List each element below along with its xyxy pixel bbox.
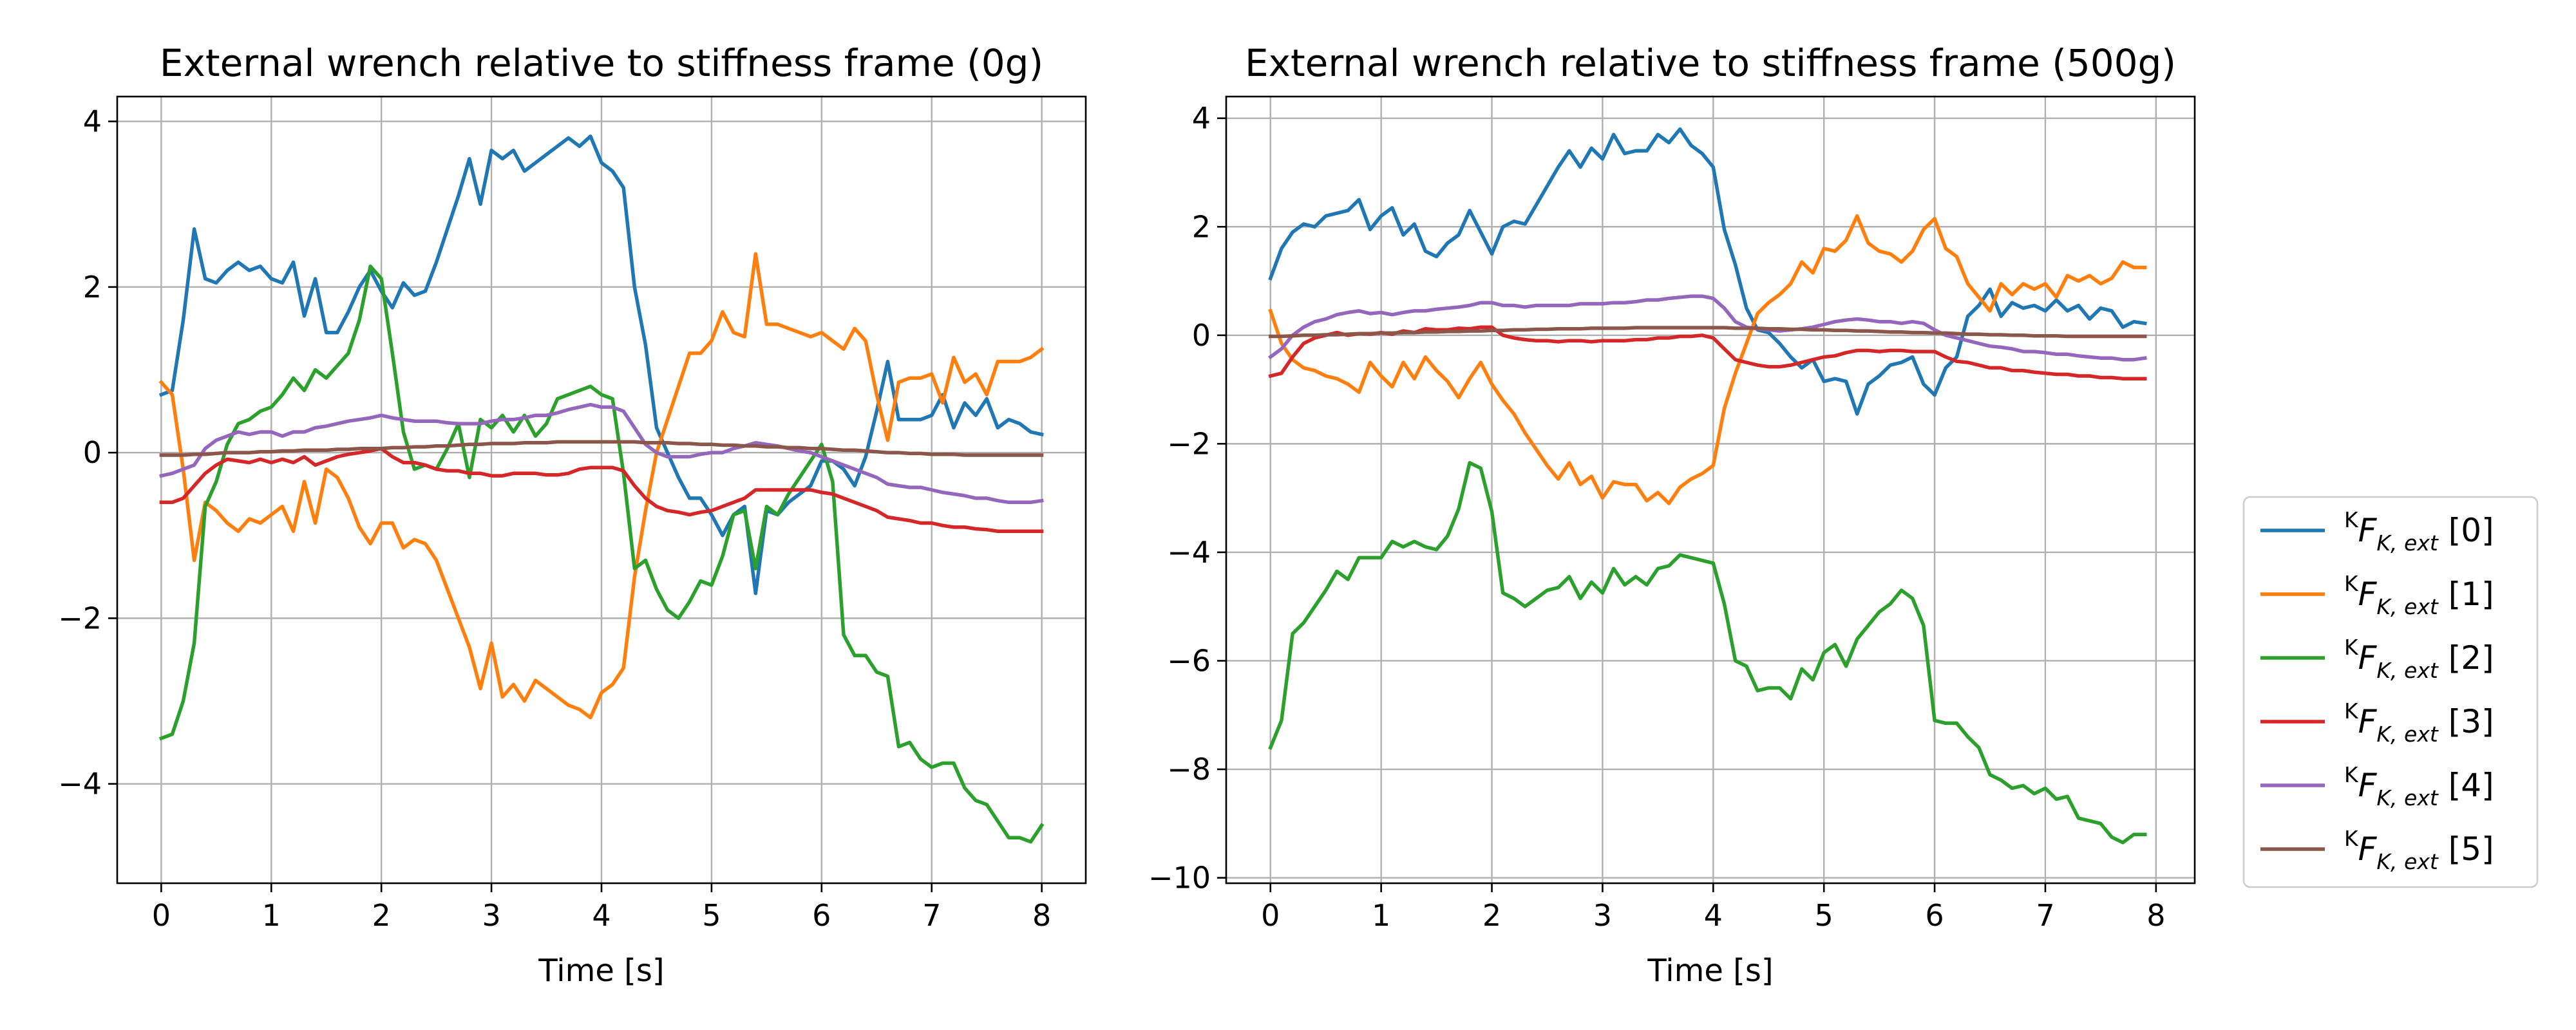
chart-title: External wrench relative to stiffness fr… xyxy=(1245,41,2176,85)
x-tick-label: 1 xyxy=(1372,898,1390,933)
chart-right: 0 1 2 3 4 5 6 7 8 −10 −8 −6 −4 −2 0 2 4 External wrench r… xyxy=(1148,41,2196,989)
x-tick-label: 7 xyxy=(2036,898,2054,933)
legend-entry-3: KFK, ext [3] xyxy=(2344,698,2494,747)
legend-symbol-sup: K xyxy=(2344,507,2359,532)
legend-symbol-sub: K, ext xyxy=(2376,722,2438,747)
legend-symbol-sup: K xyxy=(2344,698,2359,724)
legend-symbol-sub: K, ext xyxy=(2376,658,2438,683)
y-tick-label: 4 xyxy=(1192,101,1211,136)
x-tick-label: 4 xyxy=(592,898,611,933)
x-tick-label: 8 xyxy=(1032,898,1051,933)
legend-symbol-main: F xyxy=(2358,639,2378,677)
legend: KFK, ext [0]KFK, ext [1]KFK, ext [2]KFK, ex… xyxy=(2242,496,2539,888)
chart-left: 0 1 2 3 4 5 6 7 8 −4 −2 0 2 4 External wrench relative… xyxy=(58,41,1087,989)
series-line-5 xyxy=(159,440,1044,457)
series-line-5 xyxy=(1269,326,2147,339)
x-tick-label: 3 xyxy=(482,898,500,933)
x-tick-label: 6 xyxy=(1925,898,1944,933)
y-tick-label: −2 xyxy=(58,601,102,635)
legend-symbol-main: F xyxy=(2358,767,2378,804)
legend-entry-label: [5] xyxy=(2448,830,2494,868)
legend-entry-2: KFK, ext [2] xyxy=(2344,635,2494,683)
series-line-2 xyxy=(158,264,1045,844)
legend-symbol-main: F xyxy=(2358,576,2378,613)
legend-entry-5: KFK, ext [5] xyxy=(2344,826,2494,874)
x-tick-label: 4 xyxy=(1704,898,1723,933)
x-tick-label: 5 xyxy=(702,898,721,933)
axes-frame xyxy=(1225,95,2196,885)
y-tick-label: −10 xyxy=(1148,861,1211,895)
legend-entry-0: KFK, ext [0] xyxy=(2344,507,2494,556)
legend-entry-label: [2] xyxy=(2448,639,2494,677)
series-line-4 xyxy=(159,402,1044,505)
y-tick-label: −2 xyxy=(1167,426,1211,461)
legend-entry-label: [3] xyxy=(2448,703,2494,740)
x-tick-label: 0 xyxy=(1261,898,1280,933)
y-tick-label: −4 xyxy=(1167,535,1211,570)
y-tick-label: −8 xyxy=(1167,752,1211,787)
series-line-1 xyxy=(1268,214,2147,505)
x-tick-label: 2 xyxy=(372,898,391,933)
x-tick-label: 8 xyxy=(2146,898,2165,933)
y-tick-label: −4 xyxy=(58,767,102,801)
x-tick-label: 6 xyxy=(812,898,831,933)
x-tick-label: 2 xyxy=(1482,898,1501,933)
y-tick-label: 4 xyxy=(83,104,102,139)
legend-entry-label: [0] xyxy=(2448,512,2494,549)
x-tick-label: 0 xyxy=(152,898,171,933)
x-tick-label: 5 xyxy=(1815,898,1833,933)
y-tick-label: 0 xyxy=(1192,318,1211,353)
legend-symbol-sup: K xyxy=(2344,635,2359,660)
series-line-2 xyxy=(1268,461,2147,845)
legend-symbol-main: F xyxy=(2358,512,2378,549)
legend-symbol-sup: K xyxy=(2344,762,2359,787)
legend-entry-label: [1] xyxy=(2448,576,2494,613)
series-group xyxy=(158,134,1045,844)
legend-symbol-sup: K xyxy=(2344,571,2359,596)
y-tick-label: −6 xyxy=(1167,643,1211,678)
x-axis-label: Time [s] xyxy=(1647,953,1773,989)
legend-symbol-sub: K, ext xyxy=(2376,849,2438,874)
plot-area xyxy=(1226,97,2195,883)
legend-symbol-sub: K, ext xyxy=(2376,785,2438,810)
legend-entry-label: [4] xyxy=(2448,767,2494,804)
series-line-1 xyxy=(158,252,1045,720)
legend-symbol-sub: K, ext xyxy=(2376,594,2438,619)
legend-symbol-sub: K, ext xyxy=(2376,530,2438,556)
legend-symbol-sup: K xyxy=(2344,826,2359,851)
x-tick-label: 7 xyxy=(922,898,941,933)
legend-entry-1: KFK, ext [1] xyxy=(2344,571,2494,619)
x-axis-label: Time [s] xyxy=(538,953,664,989)
series-line-4 xyxy=(1267,294,2147,362)
y-tick-label: 2 xyxy=(1192,209,1211,244)
x-tick-label: 1 xyxy=(262,898,281,933)
y-tick-label: 2 xyxy=(83,270,102,304)
series-group xyxy=(1267,127,2147,845)
y-tick-label: 0 xyxy=(83,435,102,470)
legend-symbol-main: F xyxy=(2358,830,2378,868)
legend-symbol-main: F xyxy=(2358,703,2378,740)
legend-entry-4: KFK, ext [4] xyxy=(2344,762,2494,810)
x-tick-label: 3 xyxy=(1593,898,1612,933)
chart-title: External wrench relative to stiffness fr… xyxy=(160,41,1043,85)
series-line-0 xyxy=(1268,127,2147,416)
series-line-3 xyxy=(159,446,1044,534)
